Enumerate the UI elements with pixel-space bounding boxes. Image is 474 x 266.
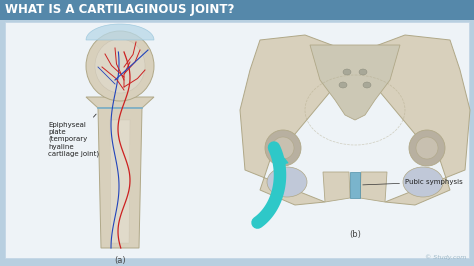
Ellipse shape (265, 130, 301, 166)
Text: Epiphyseal
plate
(temporary
hyaline
cartilage joint): Epiphyseal plate (temporary hyaline cart… (48, 114, 99, 157)
Ellipse shape (95, 39, 145, 93)
Ellipse shape (86, 31, 154, 101)
Text: WHAT IS A CARTILAGINOUS JOINT?: WHAT IS A CARTILAGINOUS JOINT? (5, 3, 234, 16)
Text: © Study.com: © Study.com (425, 254, 466, 260)
Ellipse shape (409, 130, 445, 166)
Polygon shape (86, 97, 154, 108)
Text: Pubic symphysis: Pubic symphysis (363, 179, 463, 185)
FancyArrowPatch shape (274, 150, 288, 168)
Polygon shape (360, 172, 387, 202)
Ellipse shape (272, 137, 294, 159)
Ellipse shape (403, 167, 443, 197)
Polygon shape (110, 120, 130, 243)
Ellipse shape (416, 137, 438, 159)
Polygon shape (323, 172, 350, 202)
Text: (b): (b) (349, 230, 361, 239)
Ellipse shape (343, 69, 351, 75)
Ellipse shape (267, 167, 307, 197)
Ellipse shape (339, 82, 347, 88)
Ellipse shape (363, 82, 371, 88)
Ellipse shape (359, 69, 367, 75)
Bar (5, 22, 469, 258)
Polygon shape (240, 35, 345, 205)
Text: (a): (a) (114, 256, 126, 265)
Polygon shape (310, 45, 400, 120)
Bar (0, 0, 474, 20)
Bar (350, 172, 360, 198)
Polygon shape (365, 35, 470, 205)
Polygon shape (86, 24, 154, 40)
Polygon shape (98, 108, 142, 248)
